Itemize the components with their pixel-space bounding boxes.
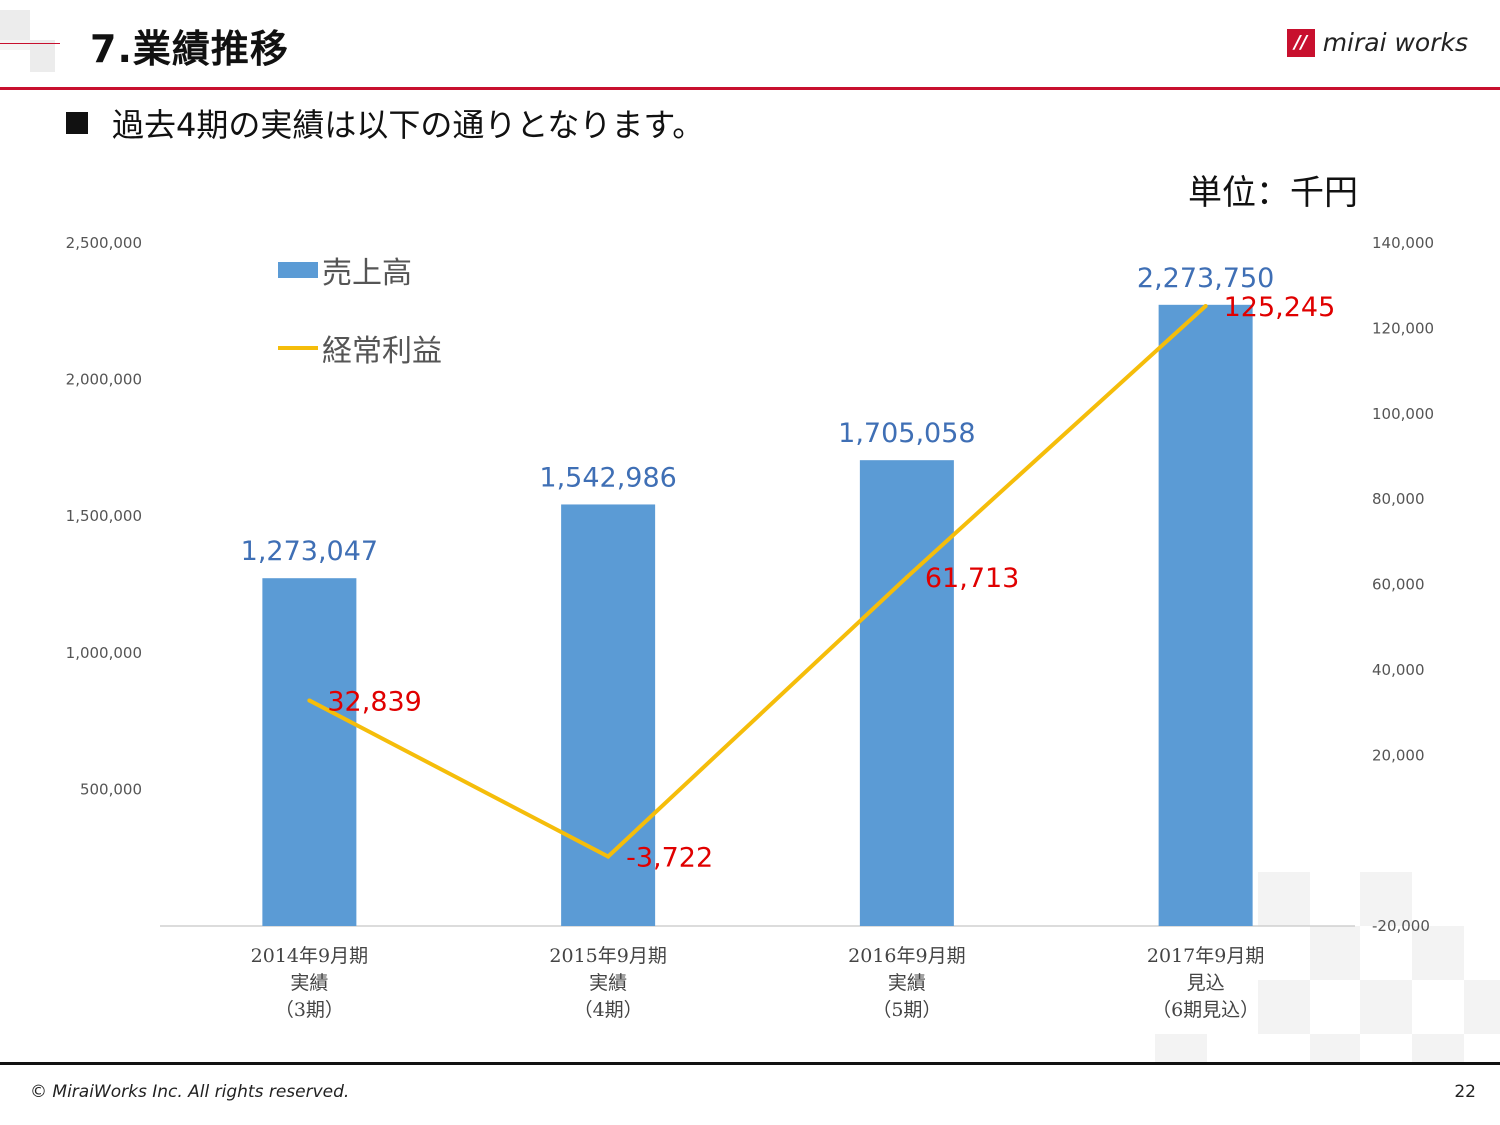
y-left-tick-label: 2,500,000 — [66, 234, 142, 252]
decor-block — [30, 40, 55, 72]
company-logo: // mirai works — [1286, 28, 1468, 57]
bar-sales — [859, 460, 954, 926]
legend-label-sales: 売上高 — [322, 256, 412, 291]
decor-block — [0, 40, 30, 50]
decor-block — [1258, 872, 1310, 926]
point-ordinary-profit — [307, 698, 312, 703]
bar-data-label: 1,705,058 — [838, 418, 975, 449]
point-ordinary-profit — [606, 854, 611, 859]
y-left-tick-label: 1,500,000 — [66, 507, 142, 525]
performance-chart: 500,000 1,000,000 1,500,000 2,000,000 2,500,… — [66, 234, 1434, 1021]
y-left-tick-label: 2,000,000 — [66, 371, 142, 389]
bullet-square-icon — [66, 112, 88, 134]
page-number: 22 — [1454, 1082, 1476, 1102]
line-data-label: 61,713 — [925, 563, 1019, 594]
x-category-label: （4期） — [574, 999, 643, 1021]
y-right-tick-label: 120,000 — [1372, 319, 1434, 337]
logo-mark-icon: // — [1286, 28, 1315, 57]
legend-item-ordinary-profit: 経常利益 — [278, 328, 442, 369]
legend-line-swatch — [278, 346, 318, 350]
x-category-label: 2014年9月期 — [251, 945, 368, 967]
legend-bar-swatch — [278, 262, 318, 278]
legend-label-ordinary-profit: 経常利益 — [322, 334, 442, 369]
x-category-label: （6期見込） — [1152, 999, 1259, 1021]
header-accent-line — [0, 43, 60, 44]
y-left-tick-label: 500,000 — [80, 780, 142, 798]
line-data-label: -3,722 — [626, 843, 713, 874]
decor-block — [0, 10, 30, 40]
bar-sales — [1158, 304, 1253, 926]
decor-block — [1412, 926, 1464, 980]
decor-block — [1310, 926, 1360, 980]
line-data-label: 32,839 — [327, 686, 421, 717]
point-ordinary-profit — [904, 575, 909, 580]
unit-label: 単位：千円 — [1188, 173, 1358, 213]
y-right-tick-label: 80,000 — [1372, 490, 1425, 508]
x-category-label: 2017年9月期 — [1147, 945, 1264, 967]
decor-block — [1155, 1034, 1207, 1062]
x-category-label: （5期） — [872, 999, 941, 1021]
y-left-tick-label: 1,000,000 — [66, 644, 142, 662]
x-category-label: 実績 — [589, 972, 627, 994]
point-ordinary-profit — [1203, 303, 1208, 308]
bar-sales — [262, 578, 357, 926]
x-category-label: 見込 — [1187, 972, 1225, 994]
decor-block — [1412, 1034, 1464, 1062]
y-right-tick-label: 60,000 — [1372, 576, 1425, 594]
bar-data-label: 1,542,986 — [539, 462, 676, 493]
y-right-tick-label: 20,000 — [1372, 746, 1425, 764]
line-data-label: 125,245 — [1224, 292, 1336, 323]
logo-text: mirai works — [1322, 28, 1468, 57]
decor-block — [1310, 1034, 1360, 1062]
footer-divider — [0, 1062, 1500, 1065]
chart-legend: 売上高 経常利益 — [278, 250, 442, 406]
y-right-tick-label: -20,000 — [1372, 917, 1430, 935]
decor-block — [1464, 980, 1500, 1034]
y-right-tick-label: 40,000 — [1372, 661, 1425, 679]
subtitle-text: 過去4期の実績は以下の通りとなります。 — [112, 106, 705, 144]
x-category-label: （3期） — [275, 999, 344, 1021]
x-category-label: 2016年9月期 — [848, 945, 965, 967]
decor-block — [1360, 980, 1412, 1034]
page-title: 7.業績推移 — [90, 27, 289, 71]
slide-subtitle: 過去4期の実績は以下の通りとなります。 — [66, 100, 704, 146]
decor-block — [1360, 872, 1412, 926]
x-category-label: 実績 — [888, 972, 926, 994]
x-category-label: 2015年9月期 — [549, 945, 666, 967]
legend-item-sales: 売上高 — [278, 250, 442, 291]
decor-block — [1258, 980, 1310, 1034]
bar-data-label: 1,273,047 — [241, 536, 378, 567]
line-ordinary-profit — [308, 304, 1207, 859]
header-divider — [0, 87, 1500, 90]
bar-data-label: 2,273,750 — [1137, 263, 1274, 294]
y-right-tick-label: 100,000 — [1372, 405, 1434, 423]
copyright-text: © MiraiWorks Inc. All rights reserved. — [30, 1082, 350, 1102]
x-category-label: 実績 — [290, 972, 328, 994]
y-right-tick-label: 140,000 — [1372, 234, 1434, 252]
